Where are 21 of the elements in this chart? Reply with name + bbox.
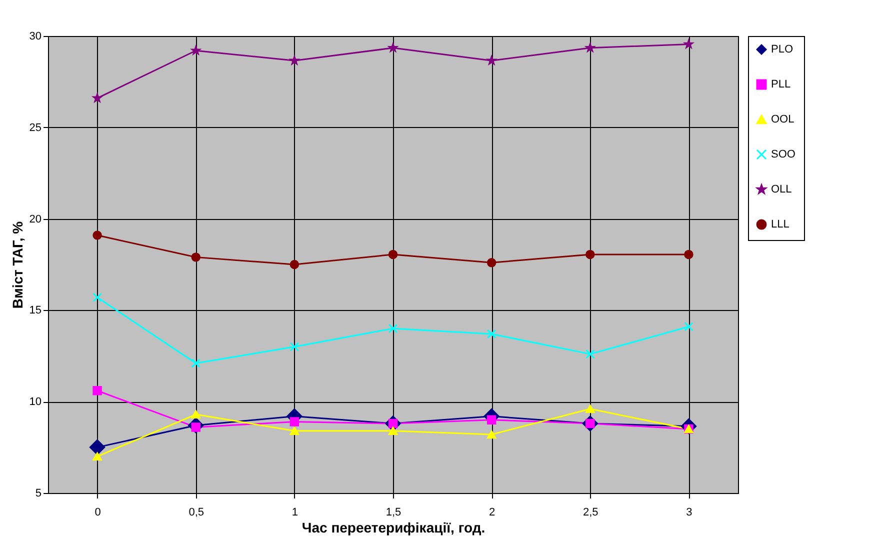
legend-label: PLL: [771, 78, 791, 90]
legend-label: LLL: [771, 218, 790, 230]
y-tick-label: 15: [29, 304, 42, 317]
legend-label: PLO: [771, 44, 794, 56]
x-tick-label: 3: [686, 506, 692, 518]
x-tick-label: 0: [94, 506, 101, 518]
y-tick-label: 30: [29, 30, 42, 42]
x-tick-label: 2: [489, 506, 496, 518]
x-tick-label: 1,5: [386, 506, 402, 518]
y-tick-label: 20: [29, 213, 42, 226]
x-tick-label: 2,5: [582, 506, 598, 518]
legend-label: SOO: [771, 148, 796, 160]
x-tick-label: 0,5: [188, 506, 204, 518]
y-tick-label: 10: [29, 396, 42, 408]
y-tick-label: 25: [29, 122, 42, 134]
y-axis-title: Вміст ТАГ, %: [9, 220, 26, 309]
x-tick-label: 1: [292, 506, 298, 518]
x-axis-title: Час переетерифікації, год.: [302, 520, 486, 536]
legend-label: OOL: [771, 114, 794, 126]
legend-label: OLL: [771, 184, 792, 196]
y-tick-label: 5: [35, 488, 42, 500]
